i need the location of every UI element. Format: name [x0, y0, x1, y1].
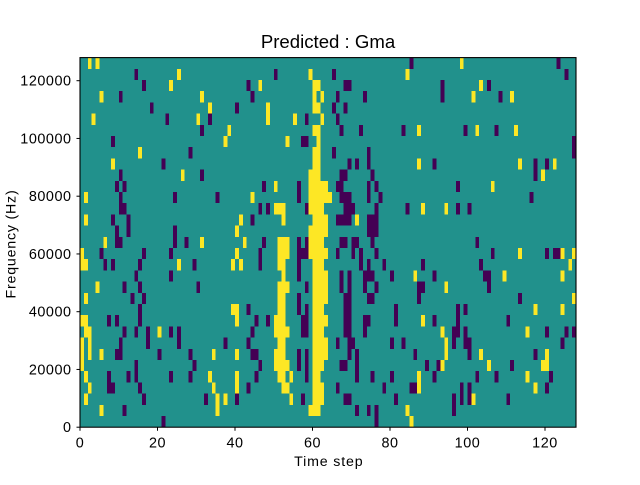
svg-text:40: 40: [226, 435, 243, 451]
svg-text:60000: 60000: [29, 247, 72, 263]
svg-text:0: 0: [63, 420, 72, 436]
svg-text:Frequency (Hz): Frequency (Hz): [4, 190, 20, 299]
svg-text:80000: 80000: [29, 189, 72, 205]
svg-text:Time step: Time step: [294, 454, 363, 470]
svg-text:20: 20: [149, 435, 166, 451]
svg-text:20000: 20000: [29, 362, 72, 378]
svg-text:60: 60: [304, 435, 321, 451]
svg-text:80: 80: [381, 435, 398, 451]
svg-text:120: 120: [532, 435, 558, 451]
svg-text:40000: 40000: [29, 305, 72, 321]
svg-text:0: 0: [76, 435, 85, 451]
svg-text:100000: 100000: [20, 131, 71, 147]
svg-text:120000: 120000: [20, 74, 71, 90]
svg-text:100: 100: [455, 435, 481, 451]
svg-text:Predicted : Gma: Predicted : Gma: [261, 31, 396, 52]
